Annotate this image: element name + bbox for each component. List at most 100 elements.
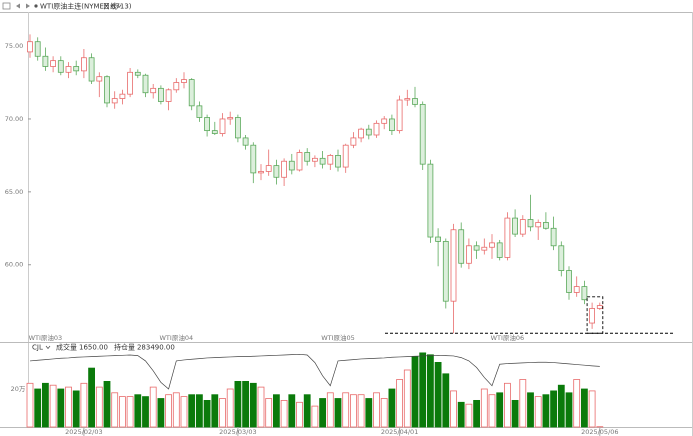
volume-bar — [180, 396, 188, 428]
candle-body — [589, 308, 595, 324]
y-tick-label: 75.00 — [5, 42, 24, 50]
x-tick-label: 2025/05/06 — [581, 428, 618, 436]
candle-body — [181, 79, 187, 83]
volume-bar — [488, 394, 496, 428]
candle-body — [419, 103, 426, 165]
candle-body — [489, 242, 495, 248]
candle-body — [234, 117, 241, 139]
candle-body — [550, 227, 557, 247]
volume-bar — [527, 392, 534, 428]
volume-bar — [588, 390, 596, 428]
volume-bar — [365, 398, 373, 428]
candle-body — [388, 118, 395, 132]
candle-body — [211, 130, 218, 134]
volume-bar — [434, 361, 442, 428]
volume-bar — [503, 382, 511, 428]
volume-bar — [496, 392, 504, 428]
volume-bar — [349, 394, 357, 428]
volume-bar — [534, 396, 542, 428]
dropdown[interactable] — [116, 4, 122, 9]
volume-bar — [257, 386, 265, 428]
candle-body — [227, 117, 234, 120]
volume-bar — [65, 386, 72, 428]
volume-bar — [72, 390, 80, 428]
volume-bar — [119, 396, 126, 428]
candle-body — [281, 160, 288, 178]
candle-body — [404, 98, 411, 101]
candle-body — [519, 219, 526, 235]
candle-body — [57, 60, 64, 73]
candle-body — [134, 71, 141, 76]
candle-body — [127, 71, 133, 95]
candle-body — [50, 60, 56, 67]
candle-body — [188, 79, 195, 107]
y-tick-label: 20万 — [11, 385, 26, 393]
volume-bar — [565, 392, 573, 428]
volume-bar — [573, 379, 581, 428]
volume-bar — [188, 394, 196, 428]
toolbar: WTI原油主连(NYMEX 6713) 日线 — [2, 2, 132, 11]
volume-bar — [57, 388, 65, 428]
volume-bar — [26, 382, 34, 428]
candle-body — [34, 41, 41, 57]
candle-body — [204, 117, 211, 132]
candle-body — [196, 105, 203, 118]
legend-name: 持仓量 — [114, 343, 135, 352]
icon[interactable] — [16, 3, 20, 9]
candle-body — [65, 66, 72, 73]
volume-bar — [396, 379, 404, 428]
volume-bar — [34, 388, 42, 428]
candle-body — [335, 155, 341, 168]
volume-bar — [126, 396, 134, 428]
volume-bar — [442, 373, 450, 428]
volume-bar — [134, 394, 142, 428]
candle-body — [150, 87, 157, 94]
volume-bar — [149, 386, 157, 428]
candle-body — [296, 152, 303, 171]
candle-body — [81, 57, 87, 72]
candle-body — [481, 246, 488, 251]
candle-body — [219, 118, 226, 134]
oi-line — [29, 353, 600, 390]
volume-bar — [249, 382, 257, 428]
contract-label: WTI原油06 — [491, 333, 525, 342]
icon — [34, 4, 38, 8]
legend-value: 1650.00 — [79, 344, 108, 352]
dropdown[interactable] — [45, 345, 51, 350]
volume-bar — [550, 390, 557, 428]
period[interactable]: 日线 — [103, 2, 117, 11]
candle-body — [396, 99, 403, 132]
candle-body — [373, 122, 380, 136]
icon[interactable] — [2, 2, 11, 10]
candle-body — [543, 222, 549, 229]
volume-bar — [319, 398, 327, 428]
volume-bar — [157, 398, 165, 428]
volume-bar — [95, 386, 103, 428]
candle-body — [496, 242, 503, 258]
volume-bar — [226, 388, 234, 428]
candle-body — [504, 217, 511, 258]
candle-body — [311, 157, 318, 162]
volume-bar — [357, 394, 365, 428]
volume-bar — [480, 388, 488, 428]
y-tick-label: 65.00 — [5, 188, 24, 196]
candle-body — [435, 236, 442, 242]
volume-bar — [311, 405, 319, 428]
candle-body — [104, 76, 110, 104]
volume-bar — [542, 394, 550, 428]
candle-body — [566, 270, 572, 293]
candle-body — [573, 286, 580, 293]
icon[interactable] — [26, 3, 30, 9]
volume-bar — [234, 380, 242, 428]
candle-body — [365, 128, 372, 136]
candle-body — [465, 245, 472, 264]
candle-body — [450, 229, 457, 302]
legend-value: 283490.00 — [137, 344, 175, 352]
candle-body — [96, 76, 103, 82]
x-tick-label: 2025/03/03 — [219, 428, 256, 436]
candle-body — [473, 245, 480, 251]
candle-body — [42, 55, 49, 67]
volume-bar — [80, 382, 88, 428]
volume-bar — [473, 399, 481, 428]
